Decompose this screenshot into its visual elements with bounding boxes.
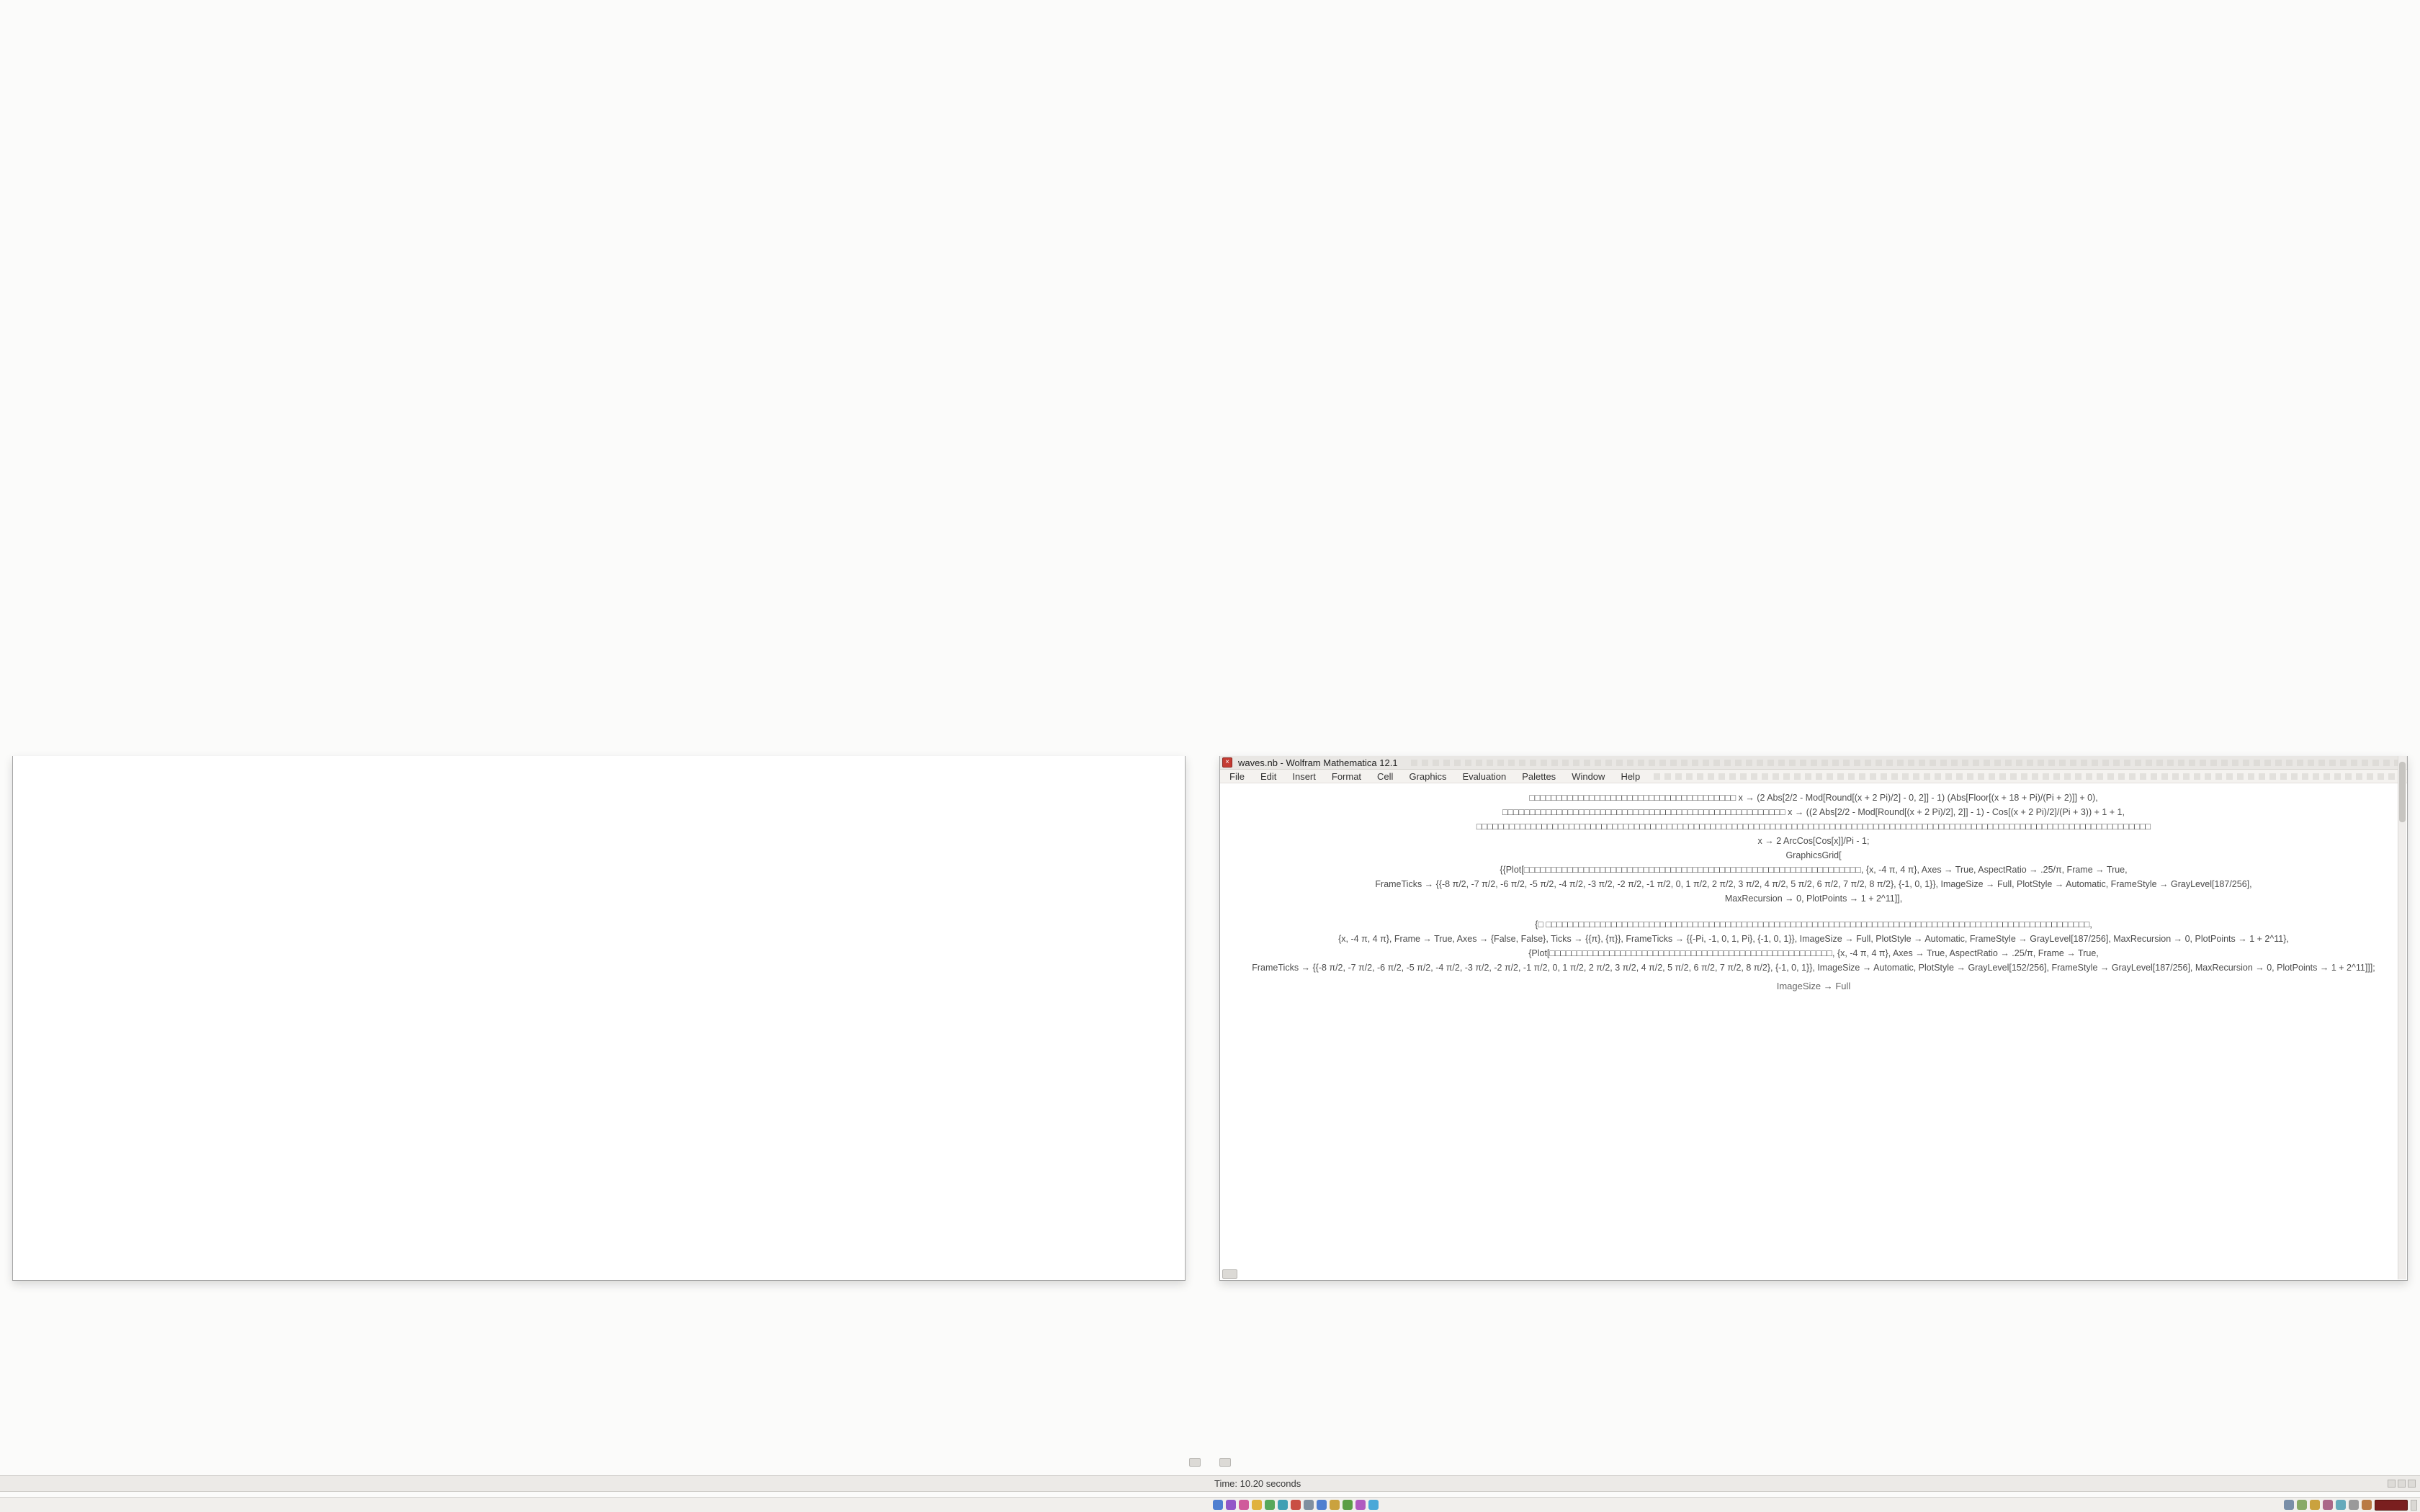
code-line[interactable]: □□□□□□□□□□□□□□□□□□□□□□□□□□□□□□□□□□□□□□□□… xyxy=(1502,807,2125,817)
cell-caption: ImageSize → Full xyxy=(1776,981,1851,991)
toolbar-widgets xyxy=(1654,773,2397,780)
window-nub-row xyxy=(1220,1268,2407,1280)
code-line[interactable]: {x, -4 π, 4 π}, Frame → True, Axes → {Fa… xyxy=(1338,934,2289,944)
menu-window[interactable]: Window xyxy=(1572,770,1605,782)
desktop-top-half-rotated xyxy=(0,0,2420,756)
window-row: × waves.nb - Wolfram Mathematica 12.1 Fi… xyxy=(0,756,2420,1281)
code-line[interactable]: MaxRecursion → 0, PlotPoints → 1 + 2^11]… xyxy=(1724,894,1903,904)
taskbar-icon[interactable] xyxy=(1239,1500,1249,1510)
close-icon[interactable]: × xyxy=(1222,757,1232,768)
status-right: Time: 10.20 seconds xyxy=(1210,1476,2420,1491)
taskbar xyxy=(0,1497,2420,1512)
code-line[interactable]: FrameTicks → {{-8 π/2, -7 π/2, -6 π/2, -… xyxy=(1375,879,2252,889)
code-line[interactable]: {Plot[□□□□□□□□□□□□□□□□□□□□□□□□□□□□□□□□□□… xyxy=(1528,948,2099,958)
code-lines[interactable]: □□□□□□□□□□□□□□□□□□□□□□□□□□□□□□□□□□□□□□ x… xyxy=(1220,791,2407,975)
taskbar-icon[interactable] xyxy=(2297,1500,2307,1510)
scrollbar-thumb[interactable] xyxy=(2399,762,2406,822)
taskbar-icon[interactable] xyxy=(1355,1500,1366,1510)
window-titlebar[interactable]: × waves.nb - Wolfram Mathematica 12.1 xyxy=(1220,756,2407,770)
taskbar-app-icons xyxy=(1213,1500,1379,1510)
center-handles xyxy=(1189,1458,1231,1467)
menu-file[interactable]: File xyxy=(1229,770,1245,782)
taskbar-icon[interactable] xyxy=(1330,1500,1340,1510)
taskbar-icon[interactable] xyxy=(1368,1500,1379,1510)
corner-box-icon[interactable] xyxy=(2398,1480,2406,1488)
scrollbar[interactable] xyxy=(2398,756,2406,1279)
code-line[interactable]: {□ □□□□□□□□□□□□□□□□□□□□□□□□□□□□□□□□□□□□□… xyxy=(1535,919,2092,930)
taskbar-icon[interactable] xyxy=(1213,1500,1223,1510)
menu-evaluation[interactable]: Evaluation xyxy=(1462,770,1507,782)
menu-palettes[interactable]: Palettes xyxy=(1522,770,1556,782)
menu-items: File Edit Insert Format Cell Graphics Evaluati… xyxy=(1223,771,1646,782)
taskbar-icon[interactable] xyxy=(1304,1500,1314,1510)
menu-graphics[interactable]: Graphics xyxy=(1409,770,1447,782)
taskbar-icon[interactable] xyxy=(1317,1500,1327,1510)
taskbar-corner[interactable] xyxy=(2411,1499,2417,1511)
notebook-window-left[interactable] xyxy=(12,756,1186,1281)
corner-box-icon[interactable] xyxy=(2388,1480,2396,1488)
status-strip: Time: 10.20 seconds xyxy=(0,1475,2420,1492)
taskbar-icon[interactable] xyxy=(2349,1500,2359,1510)
notebook-window-right[interactable]: × waves.nb - Wolfram Mathematica 12.1 Fi… xyxy=(1219,756,2408,1281)
window-grip-icon[interactable] xyxy=(1222,1269,1237,1279)
menu-edit[interactable]: Edit xyxy=(1260,770,1277,782)
status-corner-controls xyxy=(2388,1480,2416,1488)
code-line[interactable]: FrameTicks → {{-8 π/2, -7 π/2, -6 π/2, -… xyxy=(1252,963,2375,973)
taskbar-icon[interactable] xyxy=(1291,1500,1301,1510)
status-left-mirror xyxy=(0,1476,1210,1491)
titlebar-widgets xyxy=(1410,759,2398,766)
code-line[interactable]: x → 2 ArcCos[Cos[x]]/Pi - 1; xyxy=(1757,836,1870,846)
menu-insert[interactable]: Insert xyxy=(1292,770,1316,782)
taskbar-tray-icons xyxy=(2284,1500,2372,1510)
desktop-bottom-half: × waves.nb - Wolfram Mathematica 12.1 Fi… xyxy=(0,756,2420,1512)
power-button[interactable] xyxy=(2375,1499,2408,1511)
corner-box-icon[interactable] xyxy=(2408,1480,2416,1488)
handle-icon[interactable] xyxy=(1219,1458,1231,1467)
timing-text: Time: 10.20 seconds xyxy=(1214,1478,1301,1489)
taskbar-icon[interactable] xyxy=(1265,1500,1275,1510)
taskbar-icon[interactable] xyxy=(1252,1500,1262,1510)
taskbar-right xyxy=(1210,1498,2420,1512)
taskbar-icon[interactable] xyxy=(1226,1500,1236,1510)
menubar[interactable]: File Edit Insert Format Cell Graphics Evaluati… xyxy=(1220,770,2407,783)
code-line[interactable]: {{Plot[□□□□□□□□□□□□□□□□□□□□□□□□□□□□□□□□□… xyxy=(1500,865,2128,875)
window-title: waves.nb - Wolfram Mathematica 12.1 xyxy=(1238,757,1398,768)
menu-help[interactable]: Help xyxy=(1621,770,1641,782)
taskbar-icon[interactable] xyxy=(1278,1500,1288,1510)
taskbar-left-mirror xyxy=(0,1498,1210,1512)
code-line[interactable]: □□□□□□□□□□□□□□□□□□□□□□□□□□□□□□□□□□□□□□□□… xyxy=(1476,822,2151,832)
code-line[interactable]: GraphicsGrid[ xyxy=(1785,850,1842,860)
taskbar-icon[interactable] xyxy=(1343,1500,1353,1510)
taskbar-icon[interactable] xyxy=(2336,1500,2346,1510)
menu-cell[interactable]: Cell xyxy=(1377,770,1394,782)
menu-format[interactable]: Format xyxy=(1331,770,1362,782)
taskbar-icon[interactable] xyxy=(2362,1500,2372,1510)
taskbar-icon[interactable] xyxy=(2323,1500,2333,1510)
taskbar-icon[interactable] xyxy=(2310,1500,2320,1510)
code-line[interactable]: □□□□□□□□□□□□□□□□□□□□□□□□□□□□□□□□□□□□□□ x… xyxy=(1529,793,2098,803)
code-cell[interactable]: □□□□□□□□□□□□□□□□□□□□□□□□□□□□□□□□□□□□□□ x… xyxy=(1220,791,2407,975)
handle-icon[interactable] xyxy=(1189,1458,1201,1467)
taskbar-icon[interactable] xyxy=(2284,1500,2294,1510)
